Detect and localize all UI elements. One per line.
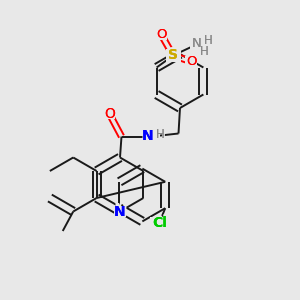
Text: H: H [155,128,164,141]
Bar [155,29,167,40]
Text: N: N [114,205,126,218]
Text: Cl: Cl [150,214,168,232]
Bar [104,109,115,119]
Text: S: S [167,46,179,64]
Text: O: O [156,28,166,41]
Text: H: H [198,44,210,59]
Text: S: S [168,49,178,62]
Text: N: N [113,202,127,220]
Text: H: H [155,128,164,141]
Text: H: H [200,45,208,58]
Text: O: O [154,27,168,42]
Text: O: O [184,54,198,69]
Text: H: H [200,45,208,58]
Text: O: O [156,28,166,41]
Text: H: H [202,33,214,48]
Text: N: N [142,130,154,143]
Text: Cl: Cl [152,216,167,230]
Text: N: N [190,36,203,51]
Text: N: N [114,205,126,218]
Text: N: N [192,37,201,50]
Text: O: O [104,107,115,121]
Text: S: S [168,49,178,62]
Text: O: O [102,105,117,123]
Bar [142,131,160,142]
Text: O: O [186,55,196,68]
Bar [114,206,126,217]
Text: H: H [204,34,213,47]
Bar [185,56,197,67]
Text: O: O [186,55,196,68]
Bar [166,50,181,61]
Text: Cl: Cl [152,216,167,230]
Text: H: H [204,34,213,47]
Text: H: H [154,127,166,142]
Text: O: O [104,107,115,121]
Bar [150,218,168,229]
Text: N: N [141,128,155,146]
Text: N: N [192,37,201,50]
Text: N: N [142,130,154,143]
Bar [190,38,207,49]
